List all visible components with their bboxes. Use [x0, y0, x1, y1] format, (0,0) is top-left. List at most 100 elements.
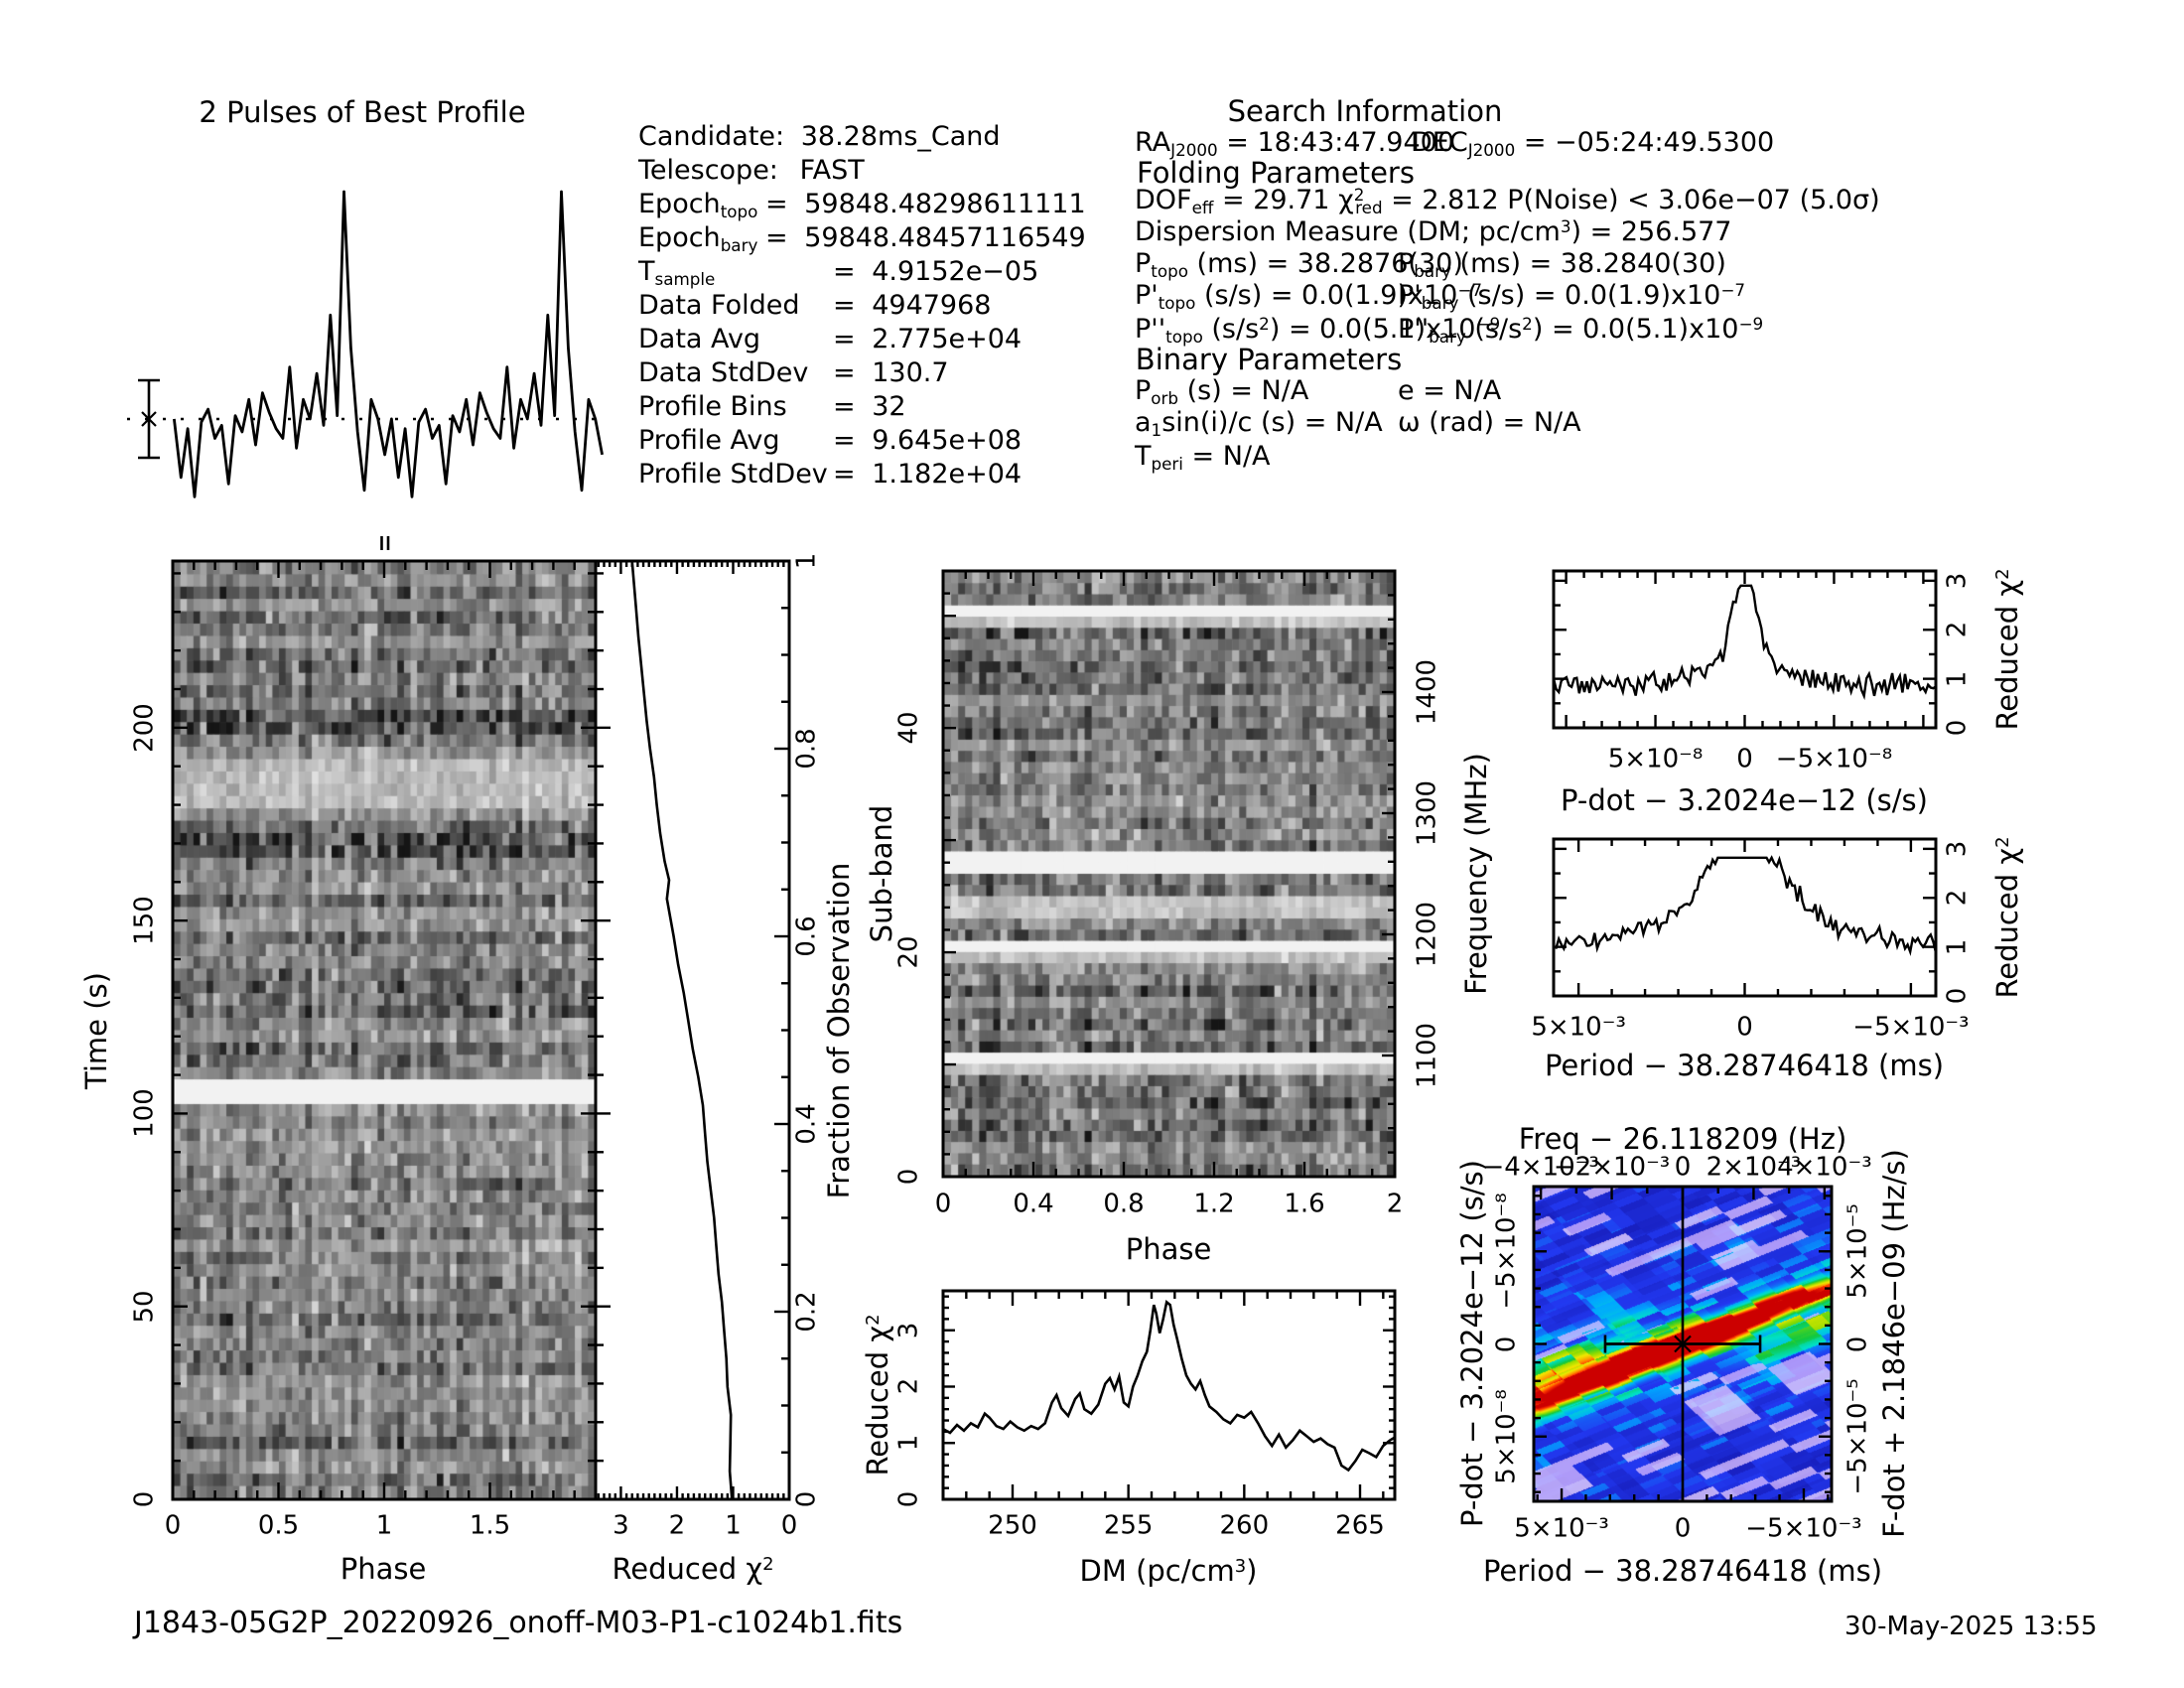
info-label: Data Folded	[638, 290, 833, 321]
info-value: FAST	[799, 155, 865, 186]
info-label: Epochbary	[638, 222, 765, 255]
candidate-info-line: Profile StdDev = 1.182e+04	[638, 459, 1022, 490]
info-field: P'topo (s/s) = 0.0(1.9)x10−7	[1135, 280, 1482, 314]
search-info-line: RAJ2000 = 18:43:47.9400 DECJ2000 = −05:24…	[1135, 127, 1774, 161]
period-tick-label: −5×10⁻³	[1745, 1513, 1862, 1544]
phase-tick-label: 1.2	[1193, 1189, 1235, 1219]
phase-tick-label: 0	[934, 1189, 952, 1219]
text-part: sample	[654, 269, 716, 290]
profile-plot-title: 2 Pulses of Best Profile	[199, 95, 526, 129]
text-part: P	[1135, 375, 1152, 406]
time-tick-label: 50	[129, 1290, 160, 1324]
info-field: Porb (s) = N/A	[1135, 375, 1309, 408]
dm-tick-label: 255	[1103, 1510, 1154, 1541]
freq-tick-label: −2×10⁻³	[1553, 1152, 1671, 1183]
text-part: 2	[1259, 314, 1270, 334]
period-tick-label: 5×10⁻³	[1514, 1513, 1609, 1544]
chi2-tick-label: 1	[1942, 670, 1973, 687]
equals-sign: =	[833, 391, 865, 422]
folding-params-title: Folding Parameters	[1137, 156, 1415, 190]
equals-sign	[783, 155, 800, 186]
pdot-period-colormap	[1535, 1188, 1831, 1500]
fraction-axis-label: Fraction of Observation	[821, 862, 856, 1199]
subband-tick-label: 0	[893, 1168, 924, 1186]
phase-axis-label: Phase	[340, 1551, 427, 1586]
info-field: P''topo (s/s2) = 0.0(5.1)x10−9	[1135, 314, 1501, 348]
chi2-tick-label: 2	[668, 1510, 686, 1541]
text-part: −9	[1475, 314, 1501, 334]
freq-map-title: Freq − 26.118209 (Hz)	[1518, 1121, 1847, 1156]
text-part: 3	[1560, 216, 1571, 236]
text-part: Profile Avg	[638, 425, 780, 456]
text-part: 2	[863, 1314, 885, 1326]
text-part: ) = 0.0(5.1)x10	[1532, 314, 1739, 346]
subband-phase-heatmap	[944, 572, 1394, 1176]
info-field: a1sin(i)/c (s) = N/A	[1135, 407, 1383, 440]
text-part: T	[638, 256, 655, 287]
text-part: Reduced χ	[612, 1551, 763, 1586]
freq-tick-label: 0	[1674, 1152, 1692, 1183]
equals-sign: =	[833, 357, 865, 388]
info-value: 32	[872, 391, 906, 422]
text-part: P'	[1398, 280, 1422, 312]
dm-tick-label: 265	[1335, 1510, 1385, 1541]
period-tick-label: −5×10⁻³	[1852, 1012, 1970, 1043]
info-value: 4947968	[872, 290, 992, 321]
time-tick-label: 200	[129, 703, 160, 753]
search-info-line: Tperi = N/A	[1135, 441, 1271, 474]
info-field: ω (rad) = N/A	[1398, 407, 1581, 438]
text-part: (ms) = 38.2876(30)	[1187, 248, 1463, 279]
candidate-info-line: Tsample = 4.9152e−05	[638, 256, 1038, 289]
text-part: 2	[1992, 568, 2014, 580]
text-part: 2	[1992, 836, 2014, 848]
info-label: Telescope:	[638, 155, 783, 186]
chi2-tick-label: 0	[780, 1510, 798, 1541]
chi2-tick-label: 0	[1942, 987, 1973, 1005]
candidate-info-line: Data Avg = 2.775e+04	[638, 324, 1022, 354]
pdot-tick-label: 0	[1736, 744, 1753, 774]
text-part: = 29.71	[1213, 185, 1339, 216]
frequency-tick-label: 1400	[1412, 658, 1442, 726]
info-value: 2.775e+04	[872, 324, 1023, 354]
time-tick-label: 0	[129, 1490, 160, 1508]
text-part: J2000	[1170, 140, 1218, 161]
text-part: P''	[1398, 314, 1430, 346]
text-part: (s) = N/A	[1178, 375, 1309, 406]
candidate-info-line: Epochtopo = 59848.48298611111	[638, 189, 1086, 221]
info-label: Candidate:	[638, 121, 784, 152]
text-part: Reduced χ	[1989, 847, 2024, 999]
text-part: P''	[1135, 314, 1166, 346]
candidate-info-line: Profile Avg = 9.645e+08	[638, 425, 1022, 456]
text-part: bary	[720, 235, 758, 256]
equals-sign: =	[833, 425, 865, 456]
text-part: topo	[1165, 327, 1203, 348]
phase-tick-label: 0.8	[1103, 1189, 1145, 1219]
text-part: = 18:43:47.9400	[1217, 127, 1455, 158]
chi2-tick-label: 0	[893, 1490, 924, 1508]
text-part: Epoch	[638, 222, 721, 253]
text-part: 2	[1522, 314, 1533, 334]
info-field: P'bary (s/s) = 0.0(1.9)x10−7	[1398, 280, 1745, 313]
text-part: P	[1398, 248, 1415, 279]
fraction-tick-label: 0.2	[791, 1291, 822, 1333]
text-part: (s/s) = 0.0(1.9)x10	[1458, 280, 1721, 312]
dm-tick-label: 250	[988, 1510, 1037, 1541]
search-info-line: Dispersion Measure (DM; pc/cm3) = 256.57…	[1135, 216, 1732, 247]
period-axis-label: Period − 38.28746418 (ms)	[1544, 1048, 1945, 1082]
pdot-axis-label: P-dot − 3.2024e−12 (s/s)	[1561, 782, 1928, 817]
text-part: topo	[1151, 261, 1188, 282]
source-filename: J1843-05G2P_20220926_onoff-M03-P1-c1024b…	[134, 1606, 903, 1640]
info-field: Pbary (ms) = 38.2840(30)	[1398, 248, 1726, 281]
info-field: DECJ2000 = −05:24:49.5300	[1412, 127, 1774, 160]
text-part: P	[1135, 248, 1152, 279]
info-field: e = N/A	[1398, 375, 1501, 406]
period-axis-label: Period − 38.28746418 (ms)	[1482, 1553, 1883, 1588]
search-info-line: P'topo (s/s) = 0.0(1.9)x10−7 P'bary (s/s)…	[1135, 280, 1745, 314]
phase-tick-label: 1.5	[469, 1510, 511, 1541]
search-info-line: a1sin(i)/c (s) = N/A ω (rad) = N/A	[1135, 407, 1581, 440]
text-part: Data StdDev	[638, 357, 809, 388]
text-part: )	[1246, 1553, 1258, 1588]
text-part: topo	[1158, 293, 1196, 314]
freq-tick-label: 4×10⁻³	[1777, 1152, 1872, 1183]
